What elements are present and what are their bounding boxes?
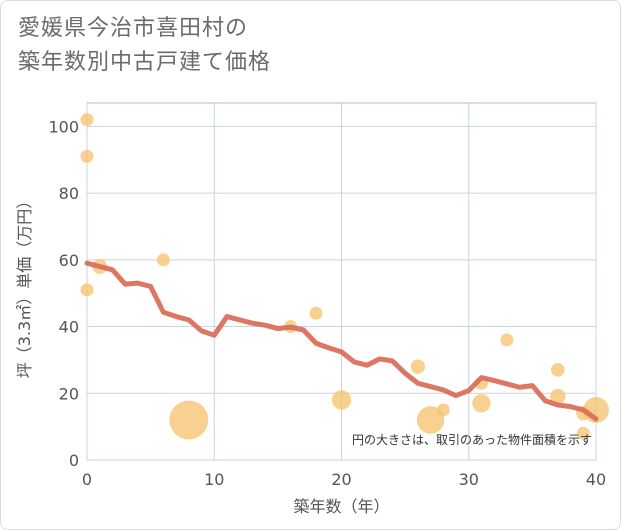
title-line-2: 築年数別中古戸建て価格 [18, 50, 272, 75]
bubble-point [80, 113, 94, 127]
y-tick-label: 60 [59, 251, 79, 270]
bubble-point [436, 403, 450, 417]
bubble-point [410, 359, 425, 374]
bubble-point [551, 363, 565, 377]
y-tick-label: 20 [59, 384, 79, 403]
bubble-point [169, 400, 209, 440]
bubble-point [80, 283, 94, 297]
bubble-point [331, 390, 352, 410]
bubble-point [500, 333, 514, 347]
y-axis-label: 坪（3.3㎡）単価（万円） [15, 193, 34, 378]
line-layer [84, 260, 599, 422]
bubble-point [416, 406, 445, 434]
bubble-point [80, 149, 94, 163]
bubble-point [309, 306, 323, 320]
x-tick-label: 40 [586, 470, 606, 489]
title-line-1: 愛媛県今治市喜田村の [18, 16, 249, 41]
x-tick-label: 20 [331, 470, 351, 489]
y-tick-label: 0 [69, 451, 79, 470]
x-axis-label: 築年数（年） [293, 497, 389, 516]
x-tick-label: 10 [204, 470, 224, 489]
bubble-point [156, 253, 170, 267]
bubble-point [576, 426, 590, 440]
x-tick-label: 30 [459, 470, 479, 489]
x-tick-label: 0 [82, 470, 92, 489]
bubble-point [472, 394, 491, 413]
y-tick-label: 100 [48, 117, 79, 136]
chart-title: 愛媛県今治市喜田村の 築年数別中古戸建て価格 [18, 12, 438, 80]
y-tick-label: 40 [59, 318, 79, 337]
size-note: 円の大きさは、取引のあった物件面積を示す [352, 432, 592, 447]
bubble-layer [80, 113, 609, 440]
bubble-point [550, 388, 566, 405]
y-tick-label: 80 [59, 184, 79, 203]
average-price-line [84, 260, 599, 422]
tick-layer: 0 10 20 30 40 0 20 40 60 80 100 [48, 117, 606, 489]
